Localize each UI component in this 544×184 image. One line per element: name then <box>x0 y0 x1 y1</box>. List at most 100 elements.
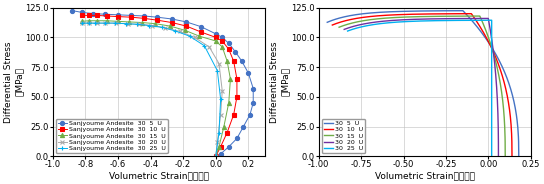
Sanjyoume Andesite  30  20  U <box>113 22 120 24</box>
Sanjyoume Andesite  30  5  U <box>169 18 175 20</box>
Sanjyoume Andesite  30  20  U <box>85 22 92 24</box>
30  25  U <box>489 19 495 21</box>
Legend: Sanjyoume Andesite  30  5  U, Sanjyoume Andesite  30  10  U, Sanjyoume Andesite : Sanjyoume Andesite 30 5 U, Sanjyoume And… <box>56 119 168 153</box>
Sanjyoume Andesite  30  10  U <box>226 48 232 50</box>
Sanjyoume Andesite  30  15  U <box>126 21 133 23</box>
Sanjyoume Andesite  30  15  U <box>213 40 219 42</box>
Sanjyoume Andesite  30  5  U <box>246 114 253 116</box>
30  20  U <box>358 23 364 26</box>
Sanjyoume Andesite  30  5  U <box>250 102 256 104</box>
Line: 30  10  U: 30 10 U <box>332 14 512 156</box>
30  10  U <box>509 155 515 157</box>
Sanjyoume Andesite  30  15  U <box>219 46 226 48</box>
Sanjyoume Andesite  30  10  U <box>103 15 110 17</box>
Sanjyoume Andesite  30  20  U <box>216 62 222 65</box>
Legend: 30  5  U, 30  10  U, 30  15  U, 30  20  U, 30  25  U: 30 5 U, 30 10 U, 30 15 U, 30 20 U, 30 25… <box>322 119 365 153</box>
Sanjyoume Andesite  30  20  U <box>102 22 108 24</box>
Sanjyoume Andesite  30  10  U <box>154 19 160 21</box>
30  5  U <box>351 14 358 16</box>
30  20  U <box>490 50 497 52</box>
X-axis label: Volumetric Strain　（％）: Volumetric Strain （％） <box>375 171 475 180</box>
30  20  U <box>370 21 377 23</box>
30  10  U <box>329 24 336 26</box>
30  5  U <box>515 140 522 142</box>
30  5  U <box>487 44 493 46</box>
30  15  U <box>502 155 509 157</box>
Sanjyoume Andesite  30  15  U <box>103 20 110 22</box>
Sanjyoume Andesite  30  25  U <box>172 30 178 32</box>
Sanjyoume Andesite  30  10  U <box>213 36 219 38</box>
30  20  U <box>487 28 493 30</box>
30  15  U <box>336 26 342 28</box>
Sanjyoume Andesite  30  20  U <box>219 90 226 92</box>
Sanjyoume Andesite  30  5  U <box>154 16 160 18</box>
Sanjyoume Andesite  30  15  U <box>226 102 232 104</box>
30  5  U <box>516 155 522 157</box>
Line: 30  5  U: 30 5 U <box>327 11 519 156</box>
Sanjyoume Andesite  30  5  U <box>226 146 232 148</box>
Sanjyoume Andesite  30  25  U <box>102 22 108 24</box>
Sanjyoume Andesite  30  25  U <box>201 45 208 47</box>
Sanjyoume Andesite  30  20  U <box>213 155 219 157</box>
Sanjyoume Andesite  30  20  U <box>162 27 169 29</box>
Sanjyoume Andesite  30  10  U <box>234 78 240 80</box>
Sanjyoume Andesite  30  10  U <box>79 14 85 17</box>
Sanjyoume Andesite  30  20  U <box>177 30 183 33</box>
Sanjyoume Andesite  30  25  U <box>214 70 221 72</box>
Sanjyoume Andesite  30  25  U <box>134 23 141 25</box>
Sanjyoume Andesite  30  15  U <box>139 21 146 24</box>
30  15  U <box>489 48 496 50</box>
30  20  U <box>341 28 348 31</box>
Sanjyoume Andesite  30  10  U <box>219 40 226 42</box>
30  10  U <box>345 19 352 21</box>
30  25  U <box>489 29 495 31</box>
Line: 30  15  U: 30 15 U <box>339 16 505 156</box>
Sanjyoume Andesite  30  25  U <box>146 24 152 27</box>
Sanjyoume Andesite  30  10  U <box>234 96 240 98</box>
Sanjyoume Andesite  30  20  U <box>79 22 85 24</box>
30  15  U <box>481 25 487 28</box>
Line: Sanjyoume Andesite  30  20  U: Sanjyoume Andesite 30 20 U <box>79 21 225 159</box>
30  25  U <box>489 155 495 157</box>
30  25  U <box>344 30 351 32</box>
Sanjyoume Andesite  30  5  U <box>79 11 85 14</box>
Sanjyoume Andesite  30  5  U <box>198 26 205 28</box>
30  20  U <box>402 19 409 21</box>
Sanjyoume Andesite  30  15  U <box>227 78 234 80</box>
Sanjyoume Andesite  30  10  U <box>85 14 92 17</box>
30  5  U <box>324 21 331 23</box>
30  25  U <box>361 25 368 27</box>
Sanjyoume Andesite  30  25  U <box>187 35 193 37</box>
Sanjyoume Andesite  30  5  U <box>183 21 190 23</box>
Sanjyoume Andesite  30  10  U <box>183 25 190 27</box>
Sanjyoume Andesite  30  25  U <box>216 131 222 134</box>
Sanjyoume Andesite  30  15  U <box>216 146 222 148</box>
30  10  U <box>468 13 474 15</box>
Sanjyoume Andesite  30  25  U <box>123 23 129 25</box>
Sanjyoume Andesite  30  20  U <box>214 141 221 143</box>
Sanjyoume Andesite  30  15  U <box>221 125 227 128</box>
Sanjyoume Andesite  30  20  U <box>125 23 131 25</box>
Sanjyoume Andesite  30  10  U <box>218 146 224 148</box>
Sanjyoume Andesite  30  20  U <box>136 23 143 25</box>
Sanjyoume Andesite  30  20  U <box>191 36 198 38</box>
30  25  U <box>374 23 380 25</box>
Sanjyoume Andesite  30  25  U <box>85 22 92 24</box>
Sanjyoume Andesite  30  15  U <box>115 20 121 22</box>
Line: Sanjyoume Andesite  30  25  U: Sanjyoume Andesite 30 25 U <box>79 21 223 159</box>
Sanjyoume Andesite  30  25  U <box>92 22 98 24</box>
30  10  U <box>475 23 482 25</box>
Sanjyoume Andesite  30  5  U <box>115 14 121 16</box>
Line: Sanjyoume Andesite  30  5  U: Sanjyoume Andesite 30 5 U <box>70 8 255 158</box>
30  15  U <box>395 16 402 18</box>
Sanjyoume Andesite  30  10  U <box>115 15 121 18</box>
Sanjyoume Andesite  30  10  U <box>141 17 147 20</box>
30  5  U <box>460 10 466 12</box>
Sanjyoume Andesite  30  10  U <box>169 21 175 24</box>
Sanjyoume Andesite  30  5  U <box>232 51 239 53</box>
Sanjyoume Andesite  30  5  U <box>213 33 219 35</box>
Line: Sanjyoume Andesite  30  15  U: Sanjyoume Andesite 30 15 U <box>80 19 232 158</box>
Sanjyoume Andesite  30  5  U <box>226 42 232 45</box>
Sanjyoume Andesite  30  5  U <box>250 87 256 90</box>
Sanjyoume Andesite  30  20  U <box>94 22 100 24</box>
